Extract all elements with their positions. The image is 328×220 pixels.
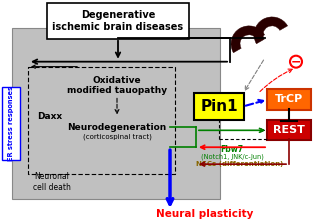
Text: DAPK1: DAPK1 [266, 30, 278, 46]
Text: Pin1: Pin1 [200, 99, 238, 114]
FancyBboxPatch shape [47, 3, 189, 39]
Circle shape [290, 56, 302, 68]
FancyBboxPatch shape [267, 120, 311, 140]
Wedge shape [231, 26, 265, 53]
Text: TrCP: TrCP [275, 94, 303, 104]
Text: Fbw7: Fbw7 [220, 145, 244, 154]
FancyBboxPatch shape [12, 28, 220, 199]
Text: ER stress responses: ER stress responses [8, 86, 14, 161]
Text: Degenerative
ischemic brain diseases: Degenerative ischemic brain diseases [52, 10, 184, 32]
Text: Neural plasticity: Neural plasticity [156, 209, 254, 219]
Text: REST: REST [273, 125, 305, 135]
FancyBboxPatch shape [2, 86, 20, 160]
Wedge shape [254, 17, 288, 44]
Text: (corticospinal tract): (corticospinal tract) [83, 133, 152, 139]
Text: NSCs (differentiation): NSCs (differentiation) [196, 161, 284, 167]
FancyBboxPatch shape [267, 88, 311, 110]
Text: DAPKO: DAPKO [242, 39, 256, 55]
Text: Oxidative
modified tauopathy: Oxidative modified tauopathy [67, 76, 167, 95]
FancyBboxPatch shape [194, 93, 244, 120]
Text: Daxx: Daxx [37, 112, 63, 121]
Text: Neuronal
cell death: Neuronal cell death [33, 172, 71, 192]
Text: Neurodegeneration: Neurodegeneration [67, 123, 167, 132]
Text: −: − [291, 55, 301, 68]
Text: (Notch1, JNK/c-Jun): (Notch1, JNK/c-Jun) [200, 154, 263, 160]
